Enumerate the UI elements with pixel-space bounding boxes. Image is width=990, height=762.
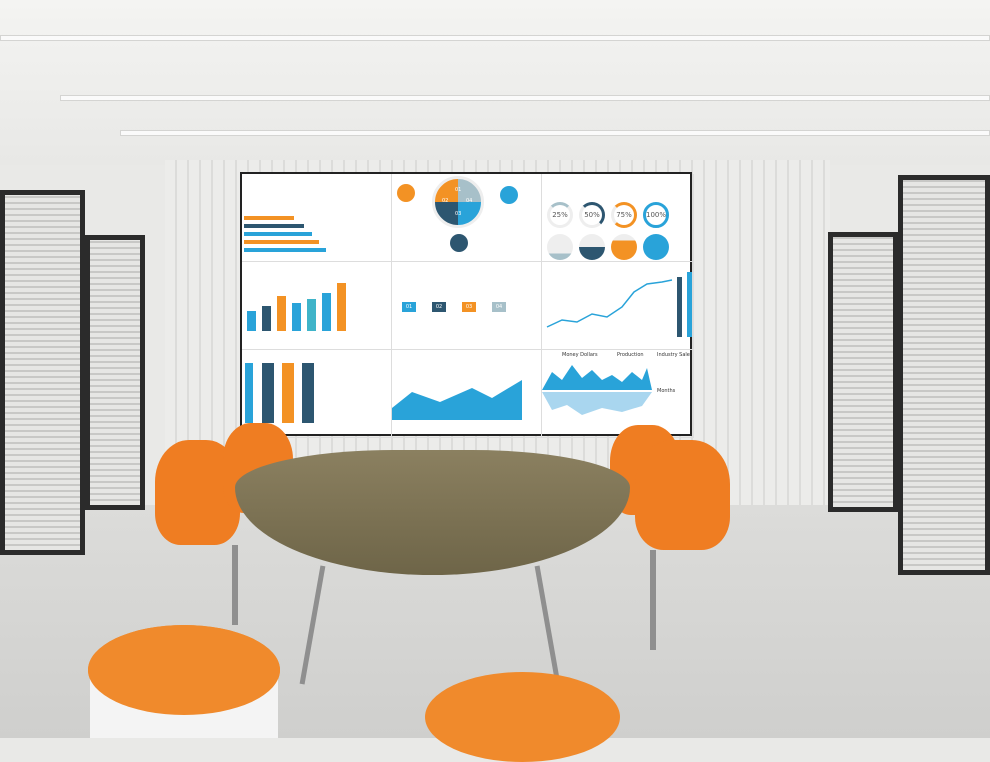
percent-gauge: 25% <box>547 202 573 228</box>
tag-panel: 01 02 03 04 <box>392 262 542 350</box>
orange-stool <box>425 672 620 762</box>
orange-badge-icon <box>397 184 415 202</box>
tag: 01 <box>402 302 416 312</box>
percent-gauge: 50% <box>579 202 605 228</box>
glass-partition-right <box>898 175 990 575</box>
pie-label: 02 <box>442 198 449 204</box>
glass-door-left <box>85 235 145 510</box>
hbar-panel <box>242 174 392 262</box>
lock-icon <box>450 234 468 252</box>
ceiling-pipe <box>60 95 990 101</box>
ceiling-pipe <box>120 130 990 136</box>
percent-gauge: 100% <box>643 202 669 228</box>
pie-label: 03 <box>455 211 462 217</box>
column-panel <box>242 262 392 350</box>
line-chart <box>546 272 692 337</box>
chair-leg <box>650 550 656 650</box>
ceiling-pipe <box>0 35 990 41</box>
tag: 04 <box>492 302 506 312</box>
area-chart <box>392 380 522 420</box>
network-icon <box>500 186 518 204</box>
area-panel <box>392 350 542 438</box>
pie-label: 04 <box>466 198 473 204</box>
percent-gauge: 75% <box>611 202 637 228</box>
tag: 02 <box>432 302 446 312</box>
orange-stool-top <box>88 625 280 715</box>
wave-chart <box>542 365 652 415</box>
glass-door-right <box>828 232 898 512</box>
pie-panel: 01 02 03 04 <box>392 174 542 262</box>
glass-partition-left <box>0 190 85 555</box>
pie-chart: 01 02 03 04 <box>432 176 484 228</box>
legend-industry-sale: Industry Sale <box>657 352 690 358</box>
wave-xlabel: Months <box>657 388 676 394</box>
line-panel <box>542 262 694 350</box>
ceiling <box>0 0 990 165</box>
wave-ylabel: Money Dollars <box>562 352 598 358</box>
video-wall-display: 01 02 03 04 25% 50% 75% 100% 01 02 03 04… <box>240 172 694 438</box>
wave-panel: Money Dollars Production Industry Sale M… <box>542 350 694 438</box>
pie-label: 01 <box>455 187 462 193</box>
legend-production: Production <box>617 352 644 358</box>
chair-leg <box>232 545 238 625</box>
percent-panel: 25% 50% 75% 100% <box>542 174 694 262</box>
tag: 03 <box>462 302 476 312</box>
orange-chair <box>635 440 730 550</box>
3d-bar-panel <box>242 350 392 438</box>
